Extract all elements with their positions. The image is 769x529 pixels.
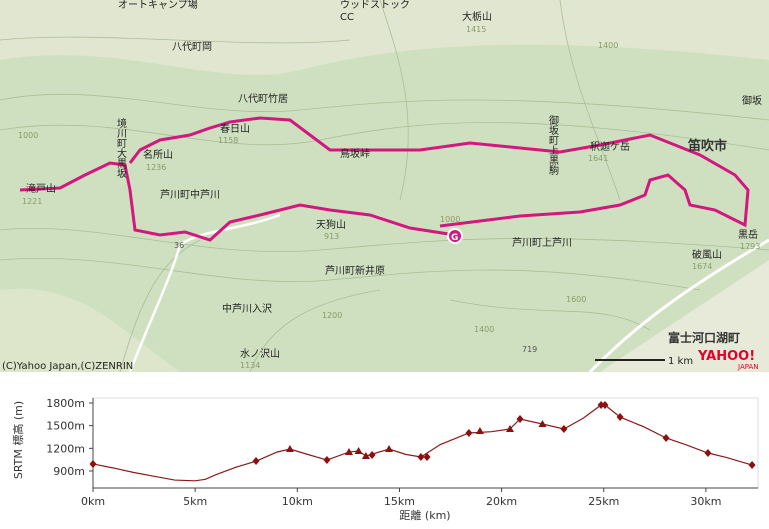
diamond-marker [252,457,260,466]
x-tick-label: 10km [282,495,313,508]
map-label: CC [340,12,354,23]
diamond-marker [748,461,756,470]
triangle-marker [475,427,484,435]
triangle-marker [538,419,547,427]
terrain [0,288,180,372]
elevation-line [92,404,753,482]
peak-elevation: 1793 [740,242,760,251]
peak-name: 大栃山 [462,10,492,23]
city-label: 笛吹市 [687,138,727,154]
map-label: 境川町大黒坂 [115,117,127,179]
peak-name: 春日山 [220,123,250,135]
road [128,213,281,372]
map-label: 御坂 [742,94,762,107]
diamond-marker [417,453,425,462]
peak-elevation: 913 [324,232,339,241]
diamond-marker [616,413,624,422]
x-tick-label: 5km [183,495,207,508]
diamond-marker [423,453,431,462]
lake-area [600,260,769,372]
goal-marker [447,228,463,244]
y-tick-label: 1200m [46,442,85,455]
peak-elevation: 1674 [692,262,712,271]
map-label: 御坂町上黒駒 [547,114,559,176]
peak-name: 釈迦ケ岳 [590,140,630,153]
route [19,116,750,242]
y-tick-label: 1500m [46,420,85,433]
x-tick-label: 15km [384,495,415,508]
goal-label: G [451,233,458,243]
diamond-marker [597,401,605,410]
diamond-marker [516,415,524,424]
terrain [0,0,769,75]
logo: YAHOO! [697,349,755,364]
peak-name: 黒岳 [738,229,758,241]
scale-label: 1 km [668,356,693,367]
map-label: 芦川町上芦川 [512,237,572,249]
road [588,238,769,372]
peak-name: 天狗山 [316,218,346,231]
plot-frame [92,397,759,489]
triangle-marker [344,448,353,456]
map-label: ウッドストック [340,0,410,11]
contour-label: 1000 [440,215,460,224]
map-label: 八代町岡 [172,41,212,53]
map-label: 鳥坂峠 [340,147,370,160]
map: オートキャンプ場 ウッドストック CC 大栃山 1415 八代町岡 八代町竹居 … [0,0,769,372]
peak-name: 滝戸山 [26,183,56,195]
map-label: オートキャンプ場 [118,0,198,11]
diamond-marker [662,433,670,442]
diamond-marker [323,456,331,465]
route-number: 719 [522,345,537,354]
contour-label: 1600 [566,295,586,304]
peak-name: 名所山 [143,148,173,161]
contours [0,0,769,372]
triangle-marker [505,424,514,432]
peak-elevation: 1641 [588,154,608,163]
diamond-marker [89,459,97,468]
route-number: 36 [174,241,184,250]
triangle-marker [385,445,394,453]
contour-label: 1000 [18,131,38,140]
x-tick-label: 25km [588,495,619,508]
diamond-marker [465,428,473,437]
logo: JAPAN [737,363,759,371]
peak-name: 破風山 [692,248,722,261]
y-axis-label: SRTM 標高 (m) [11,401,25,479]
diamond-marker [704,449,712,458]
map-label: 中芦川入沢 [222,302,272,315]
y-tick-label: 1800m [46,397,85,410]
peak-elevation: 1134 [240,361,260,370]
contour-label: 1400 [598,41,618,50]
contour-label: 1200 [322,311,342,320]
city-label: 富士河口湖町 [668,330,740,345]
x-tick-label: 30km [690,495,721,508]
peak-name: 水ノ沢山 [240,347,280,360]
diamond-marker [368,450,376,459]
diamond-marker [560,424,568,433]
x-tick-label: 20km [486,495,517,508]
triangle-marker [285,445,294,453]
peak-elevation: 1221 [22,197,42,206]
elevation-chart: SRTM 標高 (m) 距離 (km) 900m 1200m 1500m 1800m 0… [11,397,759,522]
map-label: 芦川町中芦川 [160,188,220,201]
x-tick-label: 0km [81,495,105,508]
map-label: 芦川町新井原 [325,264,385,277]
peak-elevation: 1236 [146,163,166,172]
copyright: (C)Yahoo Japan,(C)ZENRIN [2,361,133,372]
triangle-marker [354,446,363,454]
x-axis-label: 距離 (km) [399,508,450,522]
triangle-marker [361,452,370,460]
peak-elevation: 1415 [466,25,486,34]
y-tick-label: 900m [53,465,85,478]
contour-label: 1400 [474,325,494,334]
diamond-marker [601,401,609,410]
peak-elevation: 1158 [218,136,238,145]
map-label: 八代町竹居 [238,92,288,105]
